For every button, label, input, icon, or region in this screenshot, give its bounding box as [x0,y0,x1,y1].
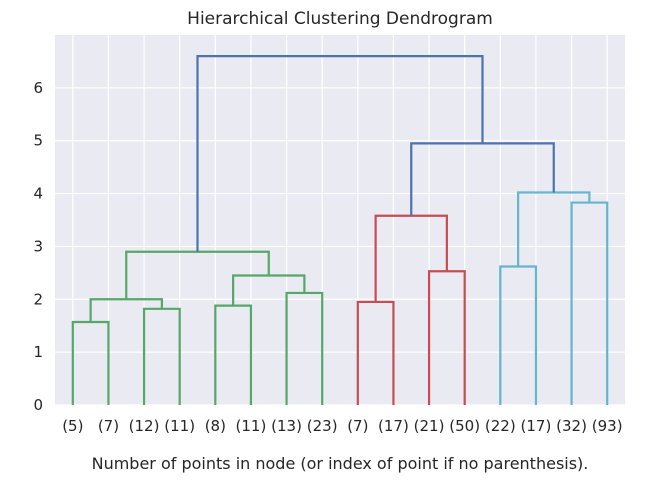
leaf-label: (7) [347,417,368,435]
dendrogram-link [89,298,163,323]
chart-title: Hierarchical Clustering Dendrogram [187,9,493,29]
y-axis: 0 1 2 3 4 5 6 [33,79,43,414]
leaf-label: (17) [521,417,552,435]
leaf-label: (12) [129,417,160,435]
leaf-label: (32) [556,417,587,435]
x-axis-label: Number of points in node (or index of po… [92,454,589,473]
dendrogram-link [214,304,253,405]
y-tick-label: 0 [33,396,43,414]
dendrogram-link [356,300,395,405]
plot-area [55,35,625,405]
x-axis: (5) (7) (12) (11) (8) (11) (13) (23) (7) (17) (21)… [62,417,622,435]
y-tick-label: 6 [33,79,43,97]
leaf-label: (11) [164,417,195,435]
leaf-label: (23) [307,417,338,435]
leaf-label: (93) [592,417,623,435]
leaf-label: (13) [271,417,302,435]
y-tick-label: 1 [33,343,43,361]
leaf-label: (50) [449,417,480,435]
dendrogram-links [71,55,609,405]
leaf-label: (17) [378,417,409,435]
leaf-label: (7) [98,417,119,435]
dendrogram-link [196,55,484,252]
leaf-label: (21) [414,417,445,435]
y-tick-label: 3 [33,237,43,255]
y-tick-label: 5 [33,132,43,150]
y-tick-label: 2 [33,290,43,308]
leaf-label: (11) [236,417,267,435]
leaf-label: (8) [205,417,226,435]
dendrogram-link [285,291,324,405]
leaf-label: (22) [485,417,516,435]
leaf-label: (5) [62,417,83,435]
y-tick-label: 4 [33,185,43,203]
